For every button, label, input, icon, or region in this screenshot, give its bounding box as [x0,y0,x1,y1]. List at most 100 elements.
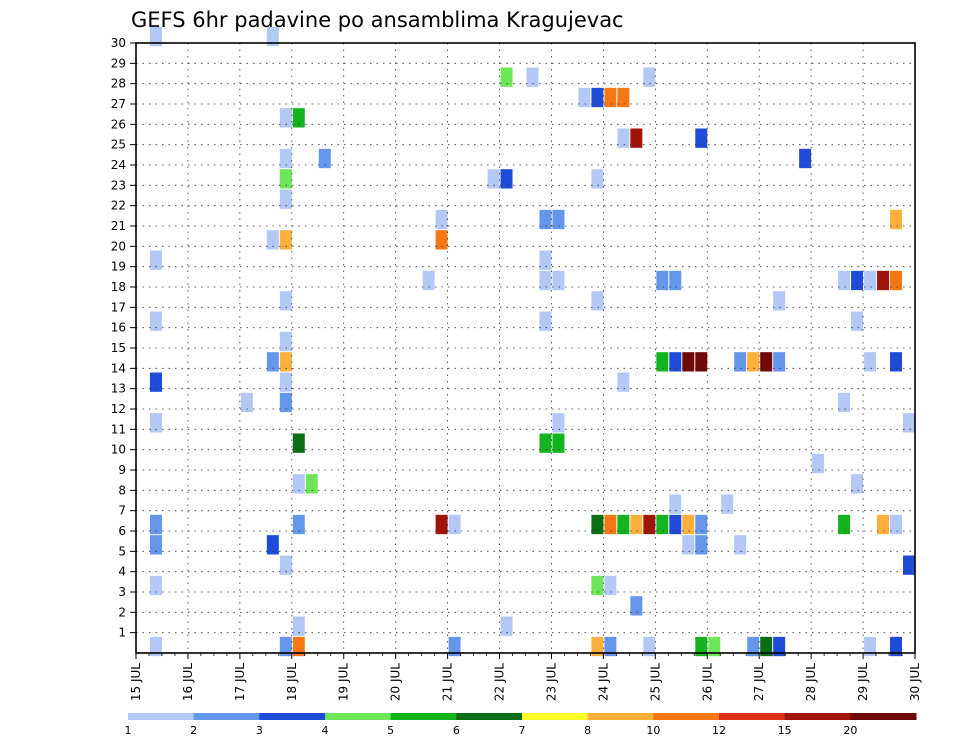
heatmap-cell [760,352,773,372]
x-tick-label: 27 JUL [752,663,766,701]
y-tick-label: 22 [111,199,126,213]
grid-lines [136,43,915,653]
heatmap-cell [630,128,643,148]
heatmap-cells [149,26,915,657]
y-tick-label: 10 [111,443,126,457]
heatmap-cell [149,250,162,270]
heatmap-cell [721,494,734,514]
heatmap-cell [149,575,162,596]
x-tick-label: 29 JUL [856,663,870,701]
heatmap-cell [604,87,617,108]
x-tick-label: 16 JUL [181,663,195,701]
heatmap-cell [591,87,604,108]
y-tick-label: 28 [111,77,126,91]
heatmap-cell [266,230,279,250]
heatmap-cell [734,535,747,555]
colorbar-label: 10 [646,724,660,737]
heatmap-cell [656,270,669,291]
heatmap-cell [500,169,513,189]
y-tick-label: 18 [111,280,126,294]
heatmap-cell [279,108,292,128]
heatmap-cell [552,270,565,291]
heatmap-cell [695,535,708,555]
heatmap-cell [890,514,903,535]
heatmap-cell [591,291,604,311]
heatmap-cell [695,352,708,372]
heatmap-cell [552,209,565,230]
y-tick-label: 6 [118,524,126,538]
heatmap-cell [604,636,617,657]
y-tick-label: 4 [118,565,126,579]
x-tick-label: 17 JUL [233,663,247,701]
heatmap-cell [539,311,552,331]
plot-frame [135,42,916,654]
heatmap-cell [669,514,682,535]
colorbar-label: 8 [584,724,591,737]
x-axis-ticks: 15 JUL 16 JUL 17 JUL 18 JUL 19 JUL 20 JUL 21 J… [129,653,922,701]
heatmap-cell [279,555,292,575]
heatmap-cell [812,453,825,474]
x-tick-label: 30 JUL [908,663,922,701]
y-tick-label: 11 [111,422,126,436]
y-tick-label: 21 [111,219,126,233]
heatmap-cell [708,636,721,657]
heatmap-cell [617,372,630,392]
heatmap-cell [617,128,630,148]
heatmap-cell [669,352,682,372]
y-tick-label: 14 [111,361,126,375]
x-tick-label: 15 JUL [129,663,143,701]
heatmap-cell [448,514,461,535]
heatmap-cell [630,596,643,616]
x-tick-label: 26 JUL [700,663,714,701]
heatmap-cell [279,189,292,209]
colorbar-segment [587,713,654,720]
heatmap-cell [149,636,162,657]
heatmap-cell [292,433,305,453]
heatmap-cell [240,392,253,413]
y-tick-label: 12 [111,402,126,416]
colorbar-label: 2 [190,724,197,737]
colorbar-segment [850,713,917,720]
heatmap-cell [591,575,604,596]
heatmap-cell [630,514,643,535]
heatmap-cell [279,352,292,372]
heatmap-cell [500,616,513,636]
heatmap-cell [435,209,448,230]
heatmap-cell [279,372,292,392]
heatmap-cell [149,372,162,392]
heatmap-cell [669,494,682,514]
heatmap-cell [851,311,864,331]
heatmap-cell [643,67,656,87]
heatmap-cell [149,514,162,535]
colorbar-segment [390,713,457,720]
heatmap-cell [539,209,552,230]
heatmap-cell [695,128,708,148]
heatmap-cell [552,413,565,433]
y-tick-label: 25 [111,138,126,152]
colorbar-label: 7 [519,724,526,737]
y-tick-label: 3 [118,585,126,599]
heatmap-cell [760,636,773,657]
heatmap-cell [747,352,760,372]
heatmap-cell [422,270,435,291]
y-tick-label: 17 [111,300,126,314]
colorbar-label: 12 [712,724,726,737]
y-tick-label: 20 [111,239,126,253]
heatmap-cell [279,291,292,311]
colorbar-label: 4 [322,724,329,737]
heatmap-cell [292,616,305,636]
x-tick-label: 19 JUL [337,663,351,701]
colorbar-label: 20 [843,724,857,737]
heatmap-cell [643,514,656,535]
heatmap-cell [266,352,279,372]
heatmap-cell [266,26,279,47]
heatmap-cell [149,311,162,331]
heatmap-cell [682,535,695,555]
heatmap-cell [669,270,682,291]
heatmap-cell [279,392,292,413]
heatmap-cell [305,474,318,494]
heatmap-cell [682,352,695,372]
heatmap-cell [851,270,864,291]
x-tick-label: 25 JUL [648,663,662,701]
heatmap-cell [279,148,292,169]
